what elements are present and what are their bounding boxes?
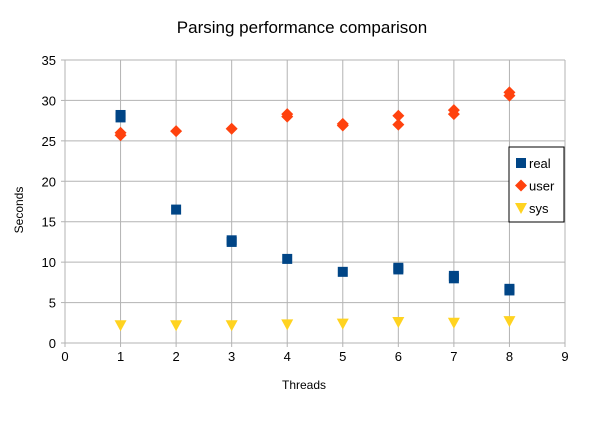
- y-tick-label: 35: [42, 53, 56, 68]
- y-tick-label: 20: [42, 174, 56, 189]
- data-point-user: [336, 119, 349, 132]
- x-axis-title: Threads: [282, 378, 326, 392]
- x-tick-label: 1: [117, 349, 124, 364]
- y-tick-label: 0: [49, 336, 56, 351]
- legend-marker-sys: [515, 203, 527, 214]
- legend-marker-user: [515, 179, 527, 192]
- x-tick-label: 4: [284, 349, 291, 364]
- legend: real user sys: [508, 146, 565, 223]
- data-point-user: [392, 109, 405, 122]
- data-point-sys: [281, 319, 294, 331]
- y-tick-label: 25: [42, 134, 56, 149]
- x-tick-label: 5: [339, 349, 346, 364]
- grid: [64, 59, 566, 344]
- data-point-user: [281, 110, 294, 123]
- legend-marker-real: [516, 158, 526, 168]
- data-point-real: [337, 266, 348, 277]
- y-tick-label: 15: [42, 215, 56, 230]
- x-tick-labels: 0 1 2 3 4 5 6 7 8 9: [61, 349, 568, 364]
- data-point-user: [392, 118, 405, 131]
- x-tick-label: 3: [228, 349, 235, 364]
- data-point-user: [225, 122, 238, 135]
- x-tick-label: 8: [506, 349, 513, 364]
- data-point-real: [448, 273, 459, 284]
- data-point-user: [503, 89, 516, 102]
- y-axis-title: Seconds: [12, 187, 26, 234]
- data-point-real: [504, 285, 515, 296]
- data-point-sys: [114, 320, 127, 332]
- data-point-sys: [336, 318, 349, 330]
- data-point-sys: [447, 317, 460, 329]
- y-tick-label: 30: [42, 93, 56, 108]
- y-tick-label: 5: [49, 296, 56, 311]
- data-point-user: [114, 129, 127, 142]
- y-tick-labels: 0 5 10 15 20 25 30 35: [42, 53, 56, 351]
- legend-label-real: real: [529, 156, 551, 171]
- data-point-sys: [503, 316, 516, 328]
- data-point-user: [170, 125, 183, 138]
- data-point-sys: [392, 316, 405, 328]
- data-point-real: [226, 236, 237, 247]
- x-tick-label: 7: [450, 349, 457, 364]
- x-tick-label: 6: [395, 349, 402, 364]
- y-tick-label: 10: [42, 255, 56, 270]
- legend-label-sys: sys: [529, 201, 549, 216]
- axes: [61, 59, 566, 347]
- x-tick-label: 0: [61, 349, 68, 364]
- x-tick-label: 9: [561, 349, 568, 364]
- legend-label-user: user: [529, 179, 555, 194]
- chart-title: Parsing performance comparison: [177, 18, 427, 37]
- data-points: [114, 86, 516, 332]
- data-point-real: [171, 204, 182, 215]
- data-point-real: [282, 253, 293, 264]
- data-point-sys: [170, 320, 183, 332]
- data-point-real: [115, 112, 126, 123]
- x-tick-label: 2: [172, 349, 179, 364]
- data-point-real: [393, 264, 404, 275]
- data-point-user: [447, 108, 460, 121]
- data-point-sys: [225, 320, 238, 332]
